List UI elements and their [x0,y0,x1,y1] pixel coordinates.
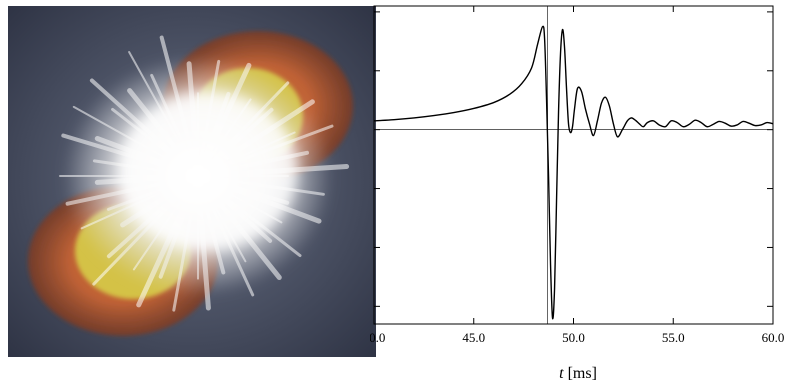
x-tick-label: 45.0 [462,330,485,345]
x-tick-label: 60.0 [762,330,785,345]
y-axis-ticks [374,11,773,307]
x-tick-label: 50.0 [562,330,585,345]
x-axis-variable: t [559,365,564,382]
series-line [373,25,774,320]
x-axis-tick-labels: 40.0 45.0 50.0 55.0 60.0 [370,330,784,345]
x-axis-unit: [ms] [564,365,597,382]
x-tick-label: 40.0 [370,330,385,345]
supernova-explosion-image [8,6,376,357]
plot-frame [373,5,774,325]
central-glow [63,56,333,296]
x-axis-ticks [373,6,774,324]
waveform-chart: 40.0 45.0 50.0 55.0 60.0 t [ms] [370,5,784,382]
x-axis-title: t [ms] [559,365,597,382]
x-tick-label: 55.0 [662,330,685,345]
